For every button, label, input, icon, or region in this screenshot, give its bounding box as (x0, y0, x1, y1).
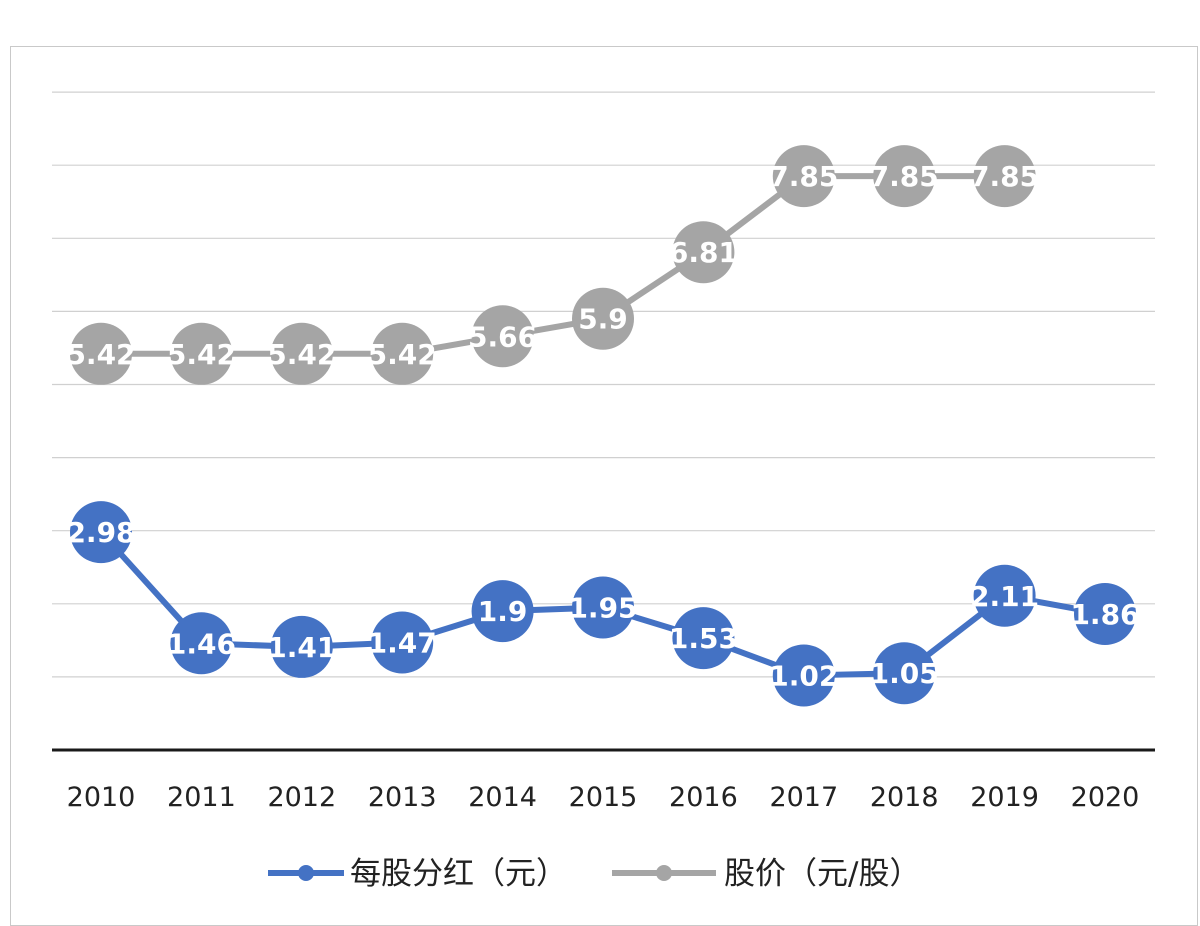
data-point (672, 221, 735, 284)
data-point (772, 145, 835, 208)
data-point (672, 607, 735, 670)
data-point (471, 305, 534, 368)
data-label: 1.86 (1070, 598, 1139, 631)
data-label: 1.05 (870, 657, 939, 690)
data-label: 5.42 (267, 338, 336, 371)
data-label: 7.85 (970, 160, 1039, 193)
data-label: 1.9 (478, 595, 528, 628)
x-tick-labels: 2010 2011 2012 2013 2014 2015 2016 2017 2018 2019… (67, 782, 1140, 813)
data-label: 2.11 (970, 580, 1039, 613)
data-label: 1.53 (669, 622, 738, 655)
x-tick-label: 2011 (167, 782, 236, 813)
data-label: 5.42 (368, 338, 437, 371)
x-tick-label: 2012 (267, 782, 336, 813)
x-tick-label: 2019 (970, 782, 1039, 813)
x-tick-label: 2015 (569, 782, 638, 813)
data-point (873, 145, 936, 208)
x-tick-label: 2016 (669, 782, 738, 813)
data-point (70, 501, 132, 564)
legend-marker (656, 865, 672, 881)
data-point (572, 287, 634, 350)
x-tick-label: 2010 (67, 782, 136, 813)
series-dividend: 2.98 1.46 1.41 1.47 1.9 1.95 1.53 1.02 1.05 2.11 1… (66, 501, 1140, 707)
data-point (471, 580, 534, 643)
data-label: 1.47 (368, 627, 437, 660)
data-label: 1.46 (167, 627, 236, 660)
data-point (873, 642, 936, 705)
data-label: 7.85 (870, 160, 939, 193)
x-tick-label: 2013 (368, 782, 437, 813)
legend: 每股分红（元） 股价（元/股） (268, 856, 920, 892)
data-point (1074, 583, 1136, 646)
data-point (170, 322, 233, 385)
data-label: 2.98 (66, 516, 135, 549)
series-price: 5.42 5.42 5.42 5.42 5.66 5.9 6.81 7.85 7.85 7.85 (66, 145, 1039, 385)
data-point (170, 612, 233, 675)
series-line (101, 173, 1005, 357)
data-label: 1.95 (568, 591, 637, 624)
data-label: 6.81 (669, 236, 738, 269)
data-point (270, 615, 333, 678)
data-point (371, 322, 434, 385)
data-label: 5.42 (167, 338, 236, 371)
data-label: 7.85 (769, 160, 838, 193)
legend-label: 股价（元/股） (724, 856, 920, 892)
data-label: 5.9 (578, 303, 628, 336)
x-tick-label: 2014 (468, 782, 537, 813)
x-tick-label: 2020 (1071, 782, 1140, 813)
legend-marker (298, 865, 314, 881)
x-tick-label: 2018 (870, 782, 939, 813)
data-label: 1.41 (267, 631, 336, 664)
data-point (371, 611, 434, 674)
data-label: 5.66 (468, 320, 537, 353)
data-point (572, 576, 634, 639)
data-point (772, 644, 835, 707)
x-tick-label: 2017 (769, 782, 838, 813)
data-point (70, 322, 132, 385)
data-point (973, 145, 1036, 208)
data-point (973, 564, 1036, 627)
data-label: 5.42 (66, 338, 135, 371)
legend-label: 每股分红（元） (350, 856, 567, 892)
data-point (270, 322, 333, 385)
data-label: 1.02 (769, 659, 838, 692)
